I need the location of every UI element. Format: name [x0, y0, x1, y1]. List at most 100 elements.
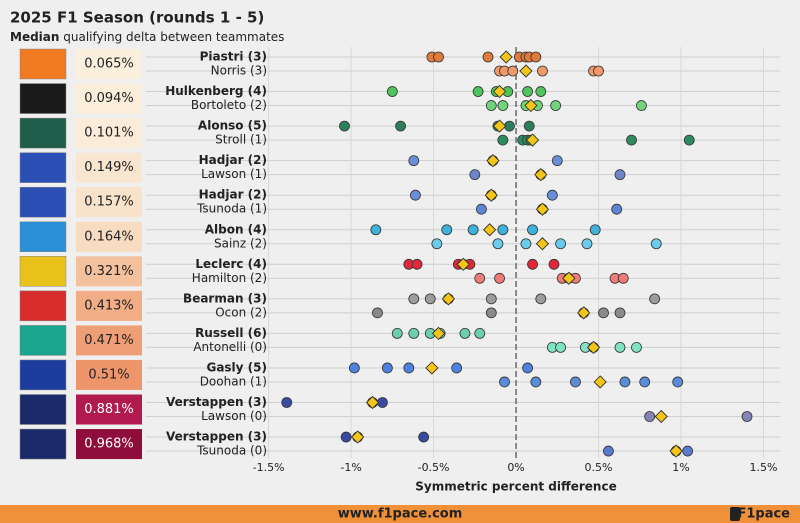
driver-name: Verstappen (3) [166, 395, 267, 409]
median-label: 0.157% [84, 195, 134, 210]
qualifying-dot [408, 327, 420, 339]
median-label: 0.881% [84, 402, 134, 417]
median-diamond [431, 326, 446, 341]
qualifying-dot [403, 362, 415, 374]
median-diamond [535, 237, 550, 251]
median-box [76, 187, 142, 218]
qualifying-dot [381, 362, 393, 374]
qualifying-dot [497, 134, 509, 146]
qualifying-dot [639, 376, 651, 388]
qualifying-dot [507, 65, 519, 77]
driver-name: Bearman (3) [183, 291, 267, 305]
driver-name: Lawson (1) [201, 167, 267, 181]
driver-name: Tsunoda (0) [196, 444, 267, 458]
median-box [76, 325, 142, 356]
median-diamond [535, 202, 550, 216]
qualifying-dot [408, 155, 420, 167]
qualifying-dot [386, 86, 398, 97]
qualifying-dot [644, 411, 656, 422]
qualifying-dot [485, 293, 497, 305]
qualifying-dot [410, 189, 421, 201]
qualifying-dot [530, 51, 542, 63]
team-logo [19, 394, 67, 425]
median-diamond [669, 444, 683, 458]
median-diamond [492, 84, 507, 99]
median-label: 0.471% [84, 333, 134, 348]
qualifying-dot [522, 86, 533, 97]
qualifying-dot [348, 362, 360, 374]
qualifying-dot [411, 258, 423, 270]
driver-name: Verstappen (3) [166, 430, 267, 444]
driver-name: Doohan (1) [200, 374, 267, 388]
driver-name: Alonso (5) [198, 119, 267, 133]
median-diamond [351, 430, 365, 444]
x-tick-label: -1% [340, 461, 361, 474]
driver-name: Antonelli (0) [193, 340, 267, 354]
qualifying-dot [537, 65, 548, 77]
driver-name: Hadjar (2) [199, 188, 267, 202]
median-label: 0.065% [84, 57, 134, 72]
team-logo [19, 117, 67, 149]
median-box [76, 83, 142, 114]
qualifying-dot [424, 293, 436, 305]
median-box [76, 290, 142, 321]
median-diamond [365, 395, 380, 410]
median-diamond [456, 257, 470, 271]
median-diamond [425, 361, 439, 375]
median-label: 0.321% [84, 264, 134, 279]
qualifying-dot [433, 51, 444, 63]
qualifying-dot [589, 224, 601, 236]
median-diamond [586, 340, 601, 355]
median-box [76, 221, 142, 252]
qualifying-dot [395, 120, 406, 132]
qualifying-dot [626, 134, 637, 146]
driver-name: Albon (4) [205, 222, 267, 236]
qualifying-dot [683, 134, 695, 146]
qualifying-dot [523, 120, 535, 132]
median-box [76, 49, 142, 79]
qualifying-dot [451, 362, 463, 374]
median-label: 0.101% [84, 126, 134, 141]
median-diamond [524, 98, 538, 113]
team-logo [19, 186, 67, 218]
qualifying-dot [522, 362, 533, 374]
team-logo [19, 152, 67, 183]
qualifying-dot [485, 307, 497, 319]
median-box [76, 429, 142, 460]
median-label: 0.094% [84, 91, 134, 106]
qualifying-dot [551, 155, 563, 167]
qualifying-dot [474, 327, 486, 339]
qualifying-dot [555, 341, 566, 353]
qualifying-dot [550, 100, 562, 111]
driver-name: Tsunoda (1) [196, 202, 267, 216]
qualifying-dot [281, 397, 293, 408]
qualifying-dot [546, 189, 558, 201]
median-diamond [534, 168, 548, 182]
median-label: 0.164% [84, 229, 134, 244]
median-diamond [525, 133, 540, 147]
median-diamond [519, 64, 533, 78]
qualifying-dot [682, 445, 694, 457]
qualifying-dot [617, 272, 629, 284]
qualifying-dot [482, 51, 494, 63]
team-logo [19, 290, 67, 322]
qualifying-dot [593, 65, 604, 77]
driver-name: Hulkenberg (4) [165, 84, 267, 98]
qualifying-dot [741, 411, 753, 422]
footer-band [0, 505, 800, 523]
x-tick-label: 1.5% [750, 461, 778, 474]
team-logo [19, 428, 67, 460]
driver-name: Leclerc (4) [195, 257, 267, 271]
footer-url: www.f1pace.com [338, 507, 463, 522]
qualifying-dot [492, 238, 504, 250]
chart-subtitle: Median qualifying delta between teammate… [10, 30, 284, 44]
driver-name: Sainz (2) [214, 236, 267, 250]
qualifying-dot [598, 307, 609, 319]
median-box [76, 359, 142, 390]
driver-name: Ocon (2) [215, 305, 267, 319]
team-logo [19, 325, 67, 356]
median-diamond [499, 50, 513, 64]
qualifying-dot [467, 224, 479, 236]
median-box [76, 152, 142, 183]
